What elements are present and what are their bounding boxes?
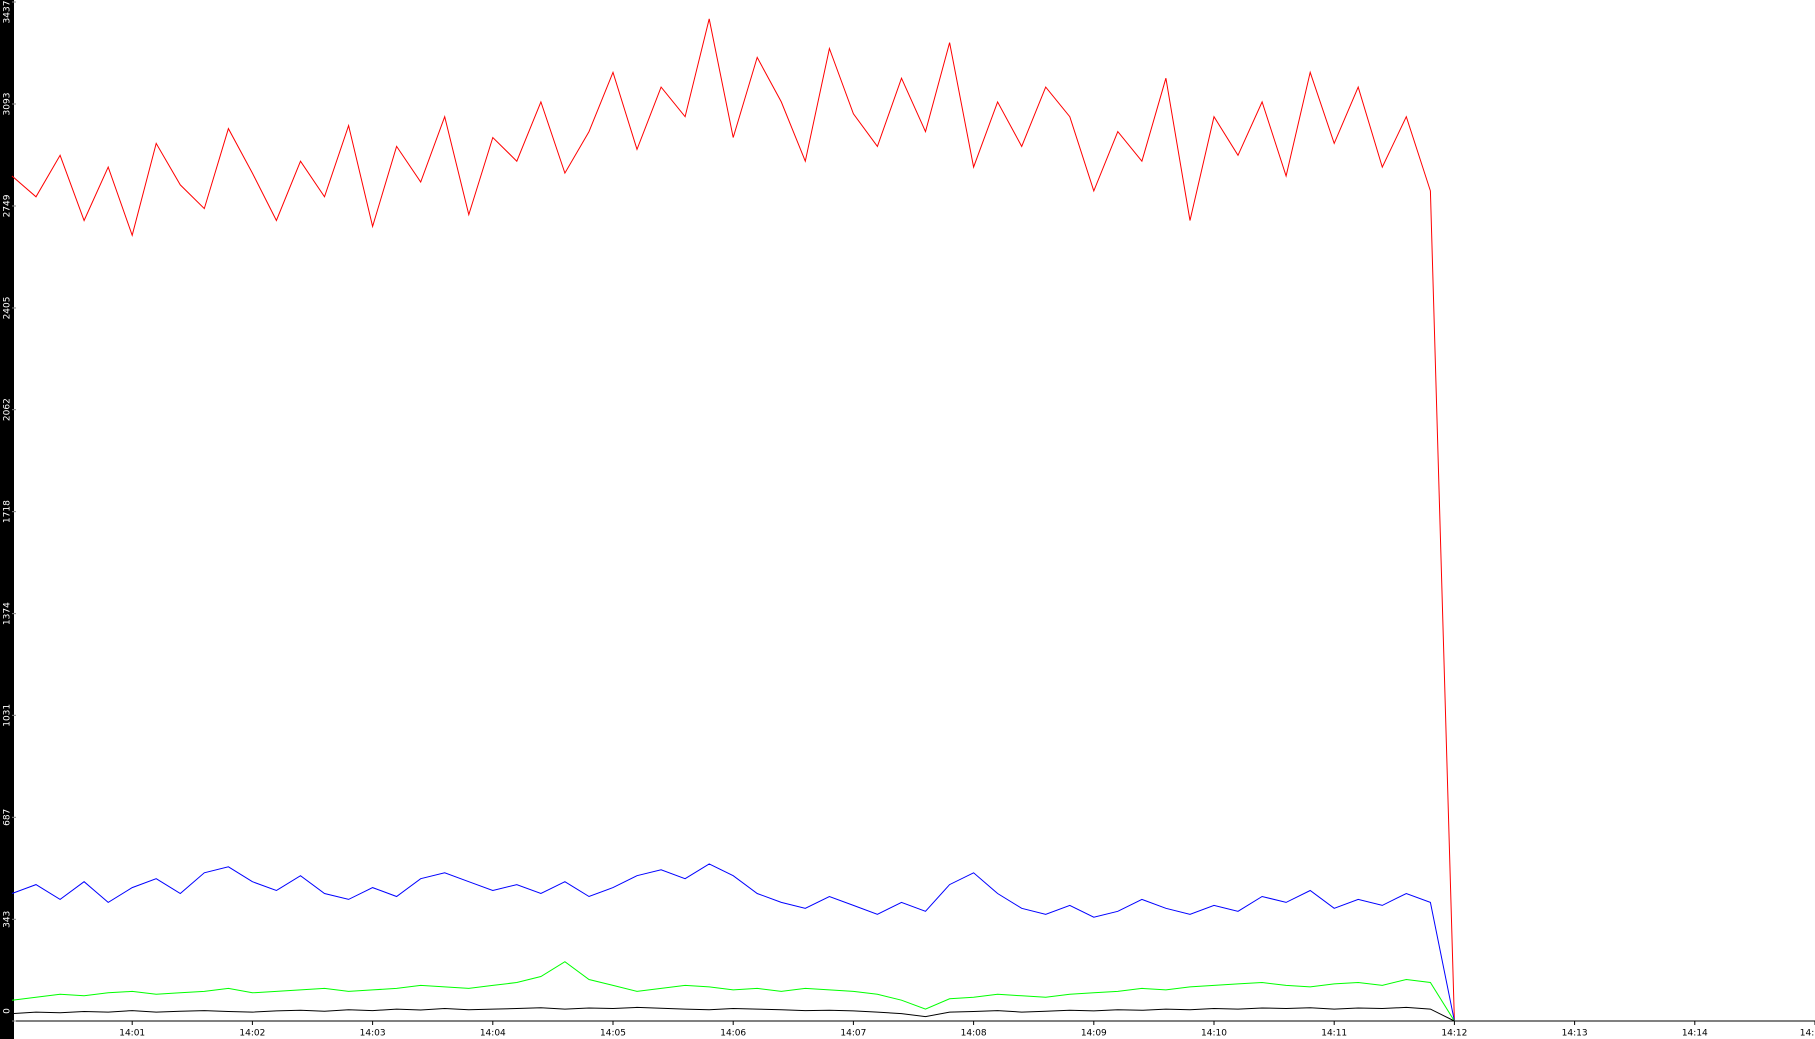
- series-line: [11, 1006, 1455, 1022]
- y-tick-label: 3437: [3, 1, 13, 24]
- y-axis-strip: [0, 0, 14, 1039]
- y-tick-label: 3093: [3, 93, 13, 116]
- x-tick-label: 14:06: [720, 1029, 746, 1039]
- x-tick-label: 14:08: [961, 1029, 987, 1039]
- x-tick-label: 14:13: [1562, 1029, 1588, 1039]
- y-tick-label: 687: [3, 809, 13, 826]
- x-tick-label: 14:: [1800, 1029, 1814, 1039]
- y-tick-label: 1031: [3, 704, 13, 727]
- x-tick-label: 14:12: [1441, 1029, 1467, 1039]
- x-tick-label: 14:07: [840, 1029, 866, 1039]
- x-tick-label: 14:10: [1201, 1029, 1227, 1039]
- x-tick-label: 14:14: [1682, 1029, 1708, 1039]
- y-tick-label: 343: [3, 911, 13, 928]
- y-tick-label: 1718: [3, 500, 13, 523]
- y-tick-label: 2062: [3, 398, 13, 421]
- x-tick-label: 14:03: [360, 1029, 386, 1039]
- y-tick-label: 2405: [3, 297, 13, 320]
- x-tick-label: 14:05: [600, 1029, 626, 1039]
- y-tick-label: 1374: [3, 602, 13, 625]
- x-tick-label: 14:04: [480, 1029, 506, 1039]
- x-tick-label: 14:11: [1321, 1029, 1347, 1039]
- x-tick-label: 14:01: [119, 1029, 145, 1039]
- y-tick-label: 2749: [3, 194, 13, 217]
- x-tick-label: 14:09: [1081, 1029, 1107, 1039]
- series-line: [11, 961, 1455, 1022]
- y-tick-label: 0: [3, 1008, 13, 1014]
- series-line: [11, 18, 1455, 1022]
- series-line: [11, 863, 1455, 1022]
- x-tick-label: 14:02: [239, 1029, 265, 1039]
